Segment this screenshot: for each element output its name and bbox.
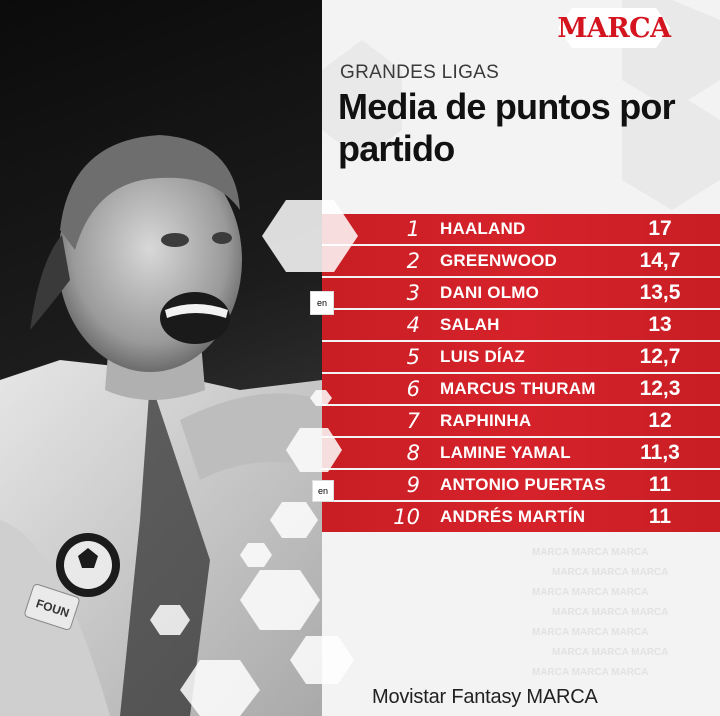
rank-number: 7 bbox=[406, 409, 420, 433]
kicker: GRANDES LIGAS bbox=[340, 62, 500, 83]
ranking-row: 1 HAALAND 17 bbox=[322, 214, 720, 244]
svg-text:MARCA MARCA MARCA: MARCA MARCA MARCA bbox=[532, 587, 648, 598]
player-name: HAALAND bbox=[440, 219, 526, 238]
player-name: MARCUS THURAM bbox=[440, 379, 596, 398]
svg-text:MARCA MARCA MARCA: MARCA MARCA MARCA bbox=[532, 627, 648, 638]
marca-logo: MARCA bbox=[557, 8, 671, 48]
ranking-row: 7 RAPHINHA 12 bbox=[322, 406, 720, 436]
logo-text: MARCA bbox=[557, 12, 671, 44]
player-photo: FOUN bbox=[0, 0, 322, 716]
svg-text:MARCA MARCA MARCA: MARCA MARCA MARCA bbox=[552, 567, 668, 578]
player-name: GREENWOOD bbox=[440, 251, 558, 270]
player-name: ANTONIO PUERTAS bbox=[440, 475, 606, 494]
translate-icon[interactable]: en bbox=[310, 291, 334, 315]
points-value: 14,7 bbox=[639, 249, 681, 272]
ranking-row: 4 SALAH 13 bbox=[322, 310, 720, 340]
points-value: 12,3 bbox=[639, 377, 681, 400]
rank-number: 5 bbox=[406, 345, 420, 369]
rank-number: 4 bbox=[406, 313, 420, 337]
points-value: 11 bbox=[648, 473, 672, 496]
points-value: 17 bbox=[648, 217, 672, 240]
ranking-row: 8 LAMINE YAMAL 11,3 bbox=[322, 438, 720, 468]
rank-number: 1 bbox=[406, 217, 420, 241]
points-value: 11,3 bbox=[640, 441, 680, 464]
ranking-row: 9 ANTONIO PUERTAS 11 bbox=[322, 470, 720, 500]
points-value: 12 bbox=[648, 409, 672, 432]
svg-text:MARCA MARCA MARCA: MARCA MARCA MARCA bbox=[532, 667, 648, 678]
rank-number: 8 bbox=[406, 441, 420, 465]
background-watermark: MARCA MARCA MARCA MARCA MARCA MARCA MARC… bbox=[322, 0, 720, 678]
ranking-row: 6 MARCUS THURAM 12,3 bbox=[322, 374, 720, 404]
rank-number: 2 bbox=[406, 249, 420, 273]
rank-number: 6 bbox=[406, 377, 420, 401]
player-name: SALAH bbox=[440, 315, 500, 334]
player-name: DANI OLMO bbox=[440, 283, 540, 302]
ranking-row: 10 ANDRÉS MARTÍN 11 bbox=[322, 502, 720, 532]
points-value: 11 bbox=[648, 505, 672, 528]
points-value: 13 bbox=[648, 313, 672, 336]
svg-text:MARCA MARCA MARCA: MARCA MARCA MARCA bbox=[552, 607, 668, 618]
svg-text:MARCA MARCA MARCA: MARCA MARCA MARCA bbox=[552, 647, 668, 658]
player-name: ANDRÉS MARTÍN bbox=[440, 507, 586, 526]
translate-icon-secondary[interactable]: en bbox=[312, 480, 334, 502]
points-value: 12,7 bbox=[639, 345, 681, 368]
ranking-row: 3 DANI OLMO 13,5 bbox=[322, 278, 720, 308]
ranking-row: 5 LUIS DÍAZ 12,7 bbox=[322, 342, 720, 372]
player-name: LAMINE YAMAL bbox=[440, 443, 571, 462]
svg-text:MARCA MARCA MARCA: MARCA MARCA MARCA bbox=[532, 547, 648, 558]
points-value: 13,5 bbox=[639, 281, 681, 304]
rank-number: 9 bbox=[406, 473, 420, 497]
page-title: Media de puntos por partido bbox=[338, 86, 676, 169]
rank-number: 10 bbox=[393, 505, 420, 529]
player-illustration: FOUN bbox=[0, 135, 322, 716]
player-name: LUIS DÍAZ bbox=[440, 347, 525, 366]
ranking-row: 2 GREENWOOD 14,7 bbox=[322, 246, 720, 276]
info-panel: MARCA MARCA MARCA MARCA MARCA MARCA MARC… bbox=[322, 0, 720, 716]
source-credit: Movistar Fantasy MARCA bbox=[372, 686, 598, 708]
rank-number: 3 bbox=[406, 281, 420, 305]
player-name: RAPHINHA bbox=[440, 411, 532, 430]
ranking-list: 1 HAALAND 17 2 GREENWOOD 14,7 3 DANI OLMO 13,5 4 S… bbox=[322, 214, 720, 534]
